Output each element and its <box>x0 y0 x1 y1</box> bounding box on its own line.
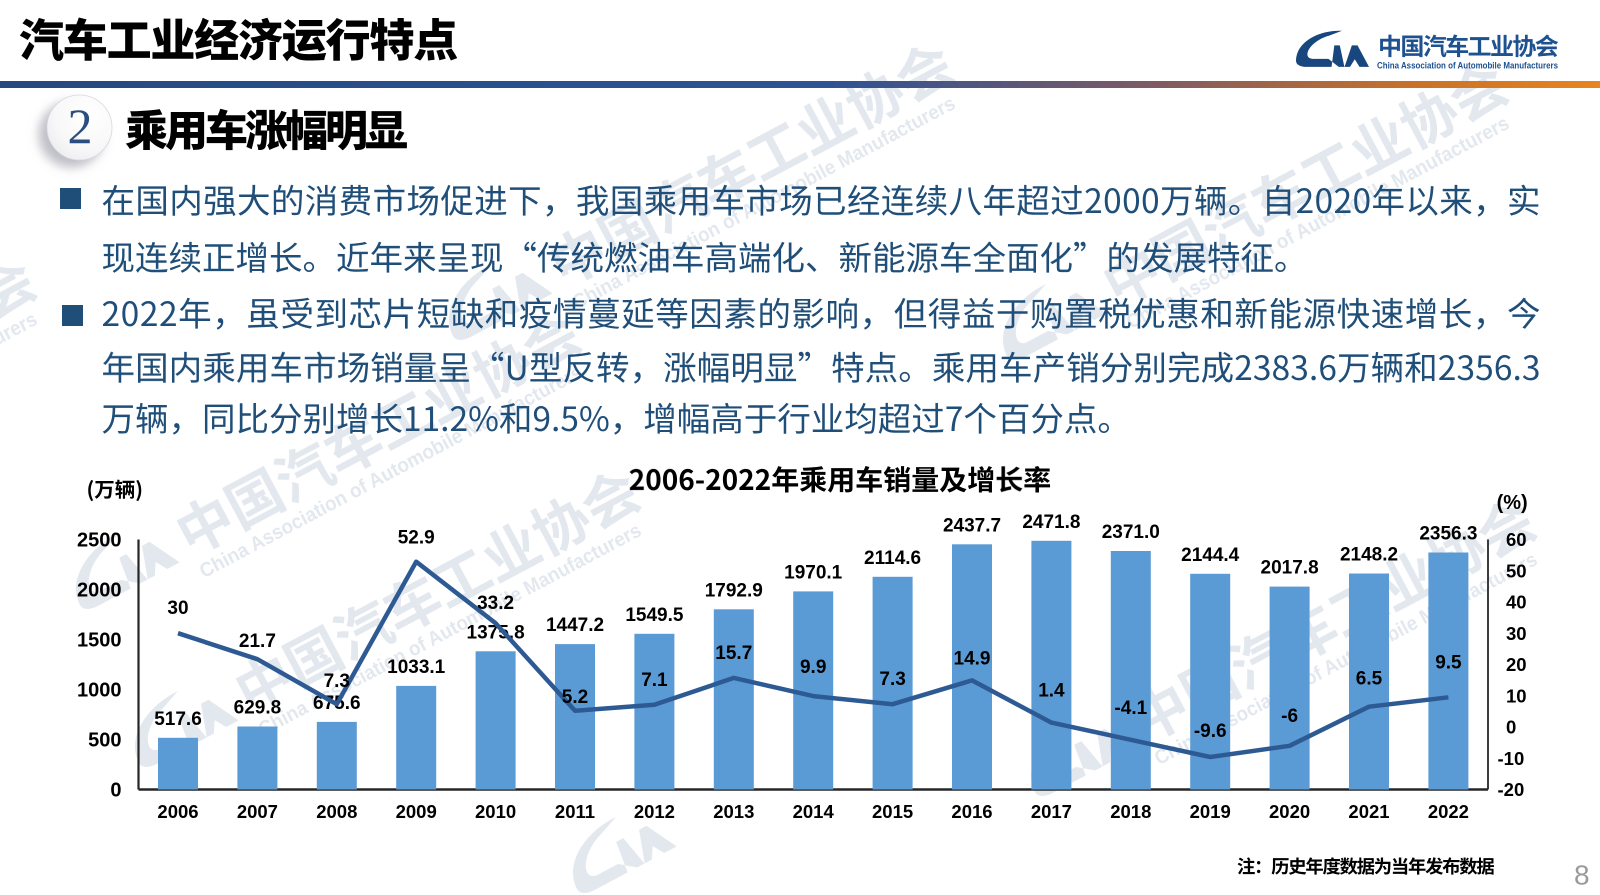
svg-text:52.9: 52.9 <box>398 528 435 549</box>
svg-text:-6: -6 <box>1281 706 1298 727</box>
svg-text:1000: 1000 <box>77 679 122 701</box>
svg-text:2437.7: 2437.7 <box>943 515 1001 536</box>
svg-text:-9.6: -9.6 <box>1194 721 1227 742</box>
svg-text:2: 2 <box>68 98 93 154</box>
svg-text:2008: 2008 <box>316 801 357 822</box>
svg-text:2015: 2015 <box>872 801 913 822</box>
svg-text:2022: 2022 <box>1428 801 1469 822</box>
svg-text:40: 40 <box>1506 592 1527 613</box>
svg-text:5.2: 5.2 <box>562 687 588 708</box>
svg-text:2356.3: 2356.3 <box>1419 524 1477 545</box>
svg-text:2371.0: 2371.0 <box>1102 522 1160 543</box>
svg-text:14.9: 14.9 <box>954 648 991 669</box>
svg-text:0: 0 <box>1506 717 1516 738</box>
svg-text:1970.1: 1970.1 <box>784 562 843 583</box>
svg-text:21.7: 21.7 <box>239 631 276 652</box>
svg-text:7.1: 7.1 <box>641 670 668 691</box>
svg-text:1033.1: 1033.1 <box>387 657 446 678</box>
svg-text:2014: 2014 <box>793 801 835 822</box>
svg-text:9.9: 9.9 <box>800 657 826 678</box>
svg-text:33.2: 33.2 <box>477 593 514 614</box>
svg-text:20: 20 <box>1506 654 1527 675</box>
svg-text:-10: -10 <box>1498 748 1525 769</box>
svg-text:2020: 2020 <box>1269 801 1310 822</box>
svg-text:0: 0 <box>110 779 121 801</box>
svg-text:-4.1: -4.1 <box>1114 698 1147 719</box>
svg-text:(%): (%) <box>1497 492 1528 514</box>
svg-text:2000: 2000 <box>77 579 122 601</box>
svg-text:2007: 2007 <box>237 801 278 822</box>
svg-text:2471.8: 2471.8 <box>1022 512 1080 533</box>
svg-text:2148.2: 2148.2 <box>1340 545 1398 566</box>
svg-text:6.5: 6.5 <box>1356 669 1383 690</box>
svg-text:10: 10 <box>1506 685 1527 706</box>
svg-text:1.4: 1.4 <box>1038 681 1065 702</box>
svg-text:2012: 2012 <box>634 801 675 822</box>
svg-text:-20: -20 <box>1498 779 1525 800</box>
svg-text:2009: 2009 <box>396 801 437 822</box>
svg-text:1447.2: 1447.2 <box>546 615 604 636</box>
svg-text:2144.4: 2144.4 <box>1181 545 1240 566</box>
svg-text:2019: 2019 <box>1190 801 1231 822</box>
svg-text:629.8: 629.8 <box>234 698 282 719</box>
svg-text:2006: 2006 <box>157 801 198 822</box>
svg-text:1500: 1500 <box>77 629 122 651</box>
svg-text:2500: 2500 <box>77 529 122 551</box>
svg-text:2017.8: 2017.8 <box>1261 558 1319 579</box>
svg-text:60: 60 <box>1506 529 1527 550</box>
svg-text:15.7: 15.7 <box>715 643 752 664</box>
svg-text:50: 50 <box>1506 560 1527 581</box>
svg-text:30: 30 <box>1506 623 1527 644</box>
svg-text:2010: 2010 <box>475 801 516 822</box>
svg-text:8: 8 <box>1574 860 1590 891</box>
svg-text:2114.6: 2114.6 <box>864 548 921 569</box>
svg-text:500: 500 <box>88 729 121 751</box>
svg-text:7.3: 7.3 <box>324 671 350 692</box>
svg-text:2011: 2011 <box>555 801 595 822</box>
svg-text:2016: 2016 <box>951 801 992 822</box>
svg-text:1792.9: 1792.9 <box>705 580 763 601</box>
svg-text:2018: 2018 <box>1110 801 1151 822</box>
svg-text:2013: 2013 <box>713 801 754 822</box>
svg-text:517.6: 517.6 <box>154 709 202 730</box>
svg-text:1549.5: 1549.5 <box>625 605 684 626</box>
svg-text:7.3: 7.3 <box>879 669 905 690</box>
svg-text:2021: 2021 <box>1348 801 1389 822</box>
svg-text:9.5: 9.5 <box>1435 652 1462 673</box>
svg-text:2017: 2017 <box>1031 801 1072 822</box>
svg-text:30: 30 <box>167 598 188 619</box>
svg-text:China Association of Automobil: China Association of Automobile Manufact… <box>1377 61 1558 72</box>
